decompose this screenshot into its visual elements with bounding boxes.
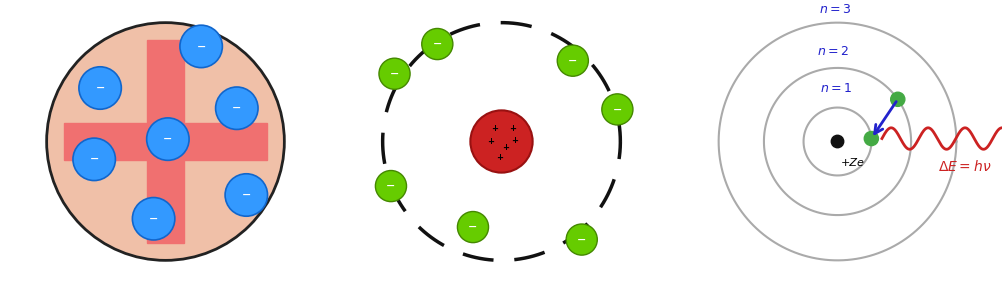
Text: −: − (432, 39, 442, 49)
Ellipse shape (224, 174, 268, 216)
Ellipse shape (46, 23, 285, 260)
Ellipse shape (565, 224, 597, 255)
Text: +Ze: +Ze (841, 158, 864, 168)
Text: −: − (241, 190, 250, 200)
Ellipse shape (601, 94, 632, 125)
Text: +: + (486, 137, 493, 146)
Text: $\Delta E = h\nu$: $\Delta E = h\nu$ (937, 159, 991, 174)
Bar (63, 123, 268, 160)
Ellipse shape (421, 29, 453, 60)
Bar (147, 40, 183, 243)
Text: −: − (89, 154, 99, 164)
Ellipse shape (73, 138, 115, 181)
Ellipse shape (864, 132, 878, 146)
Text: $n = 1$: $n = 1$ (820, 82, 852, 95)
Ellipse shape (890, 92, 904, 106)
Text: +: + (511, 136, 518, 145)
Text: −: − (196, 41, 205, 52)
Text: −: − (576, 235, 586, 245)
Ellipse shape (379, 58, 410, 89)
Text: −: − (567, 56, 577, 66)
Text: −: − (163, 134, 172, 144)
Text: $n = 3$: $n = 3$ (818, 3, 850, 16)
Ellipse shape (457, 211, 488, 243)
Ellipse shape (831, 135, 843, 148)
Text: $n = 2$: $n = 2$ (817, 45, 849, 58)
Ellipse shape (132, 198, 174, 240)
Ellipse shape (375, 170, 406, 201)
Text: −: − (390, 69, 399, 79)
Text: −: − (386, 181, 395, 191)
Ellipse shape (79, 67, 121, 109)
Text: −: − (95, 83, 104, 93)
Text: +: + (502, 143, 509, 152)
Text: +: + (490, 124, 497, 133)
Text: −: − (612, 104, 621, 114)
Text: −: − (468, 222, 477, 232)
Text: −: − (231, 103, 241, 113)
Ellipse shape (215, 87, 258, 129)
Text: +: + (496, 153, 503, 162)
Ellipse shape (470, 110, 532, 173)
Text: +: + (509, 124, 516, 133)
Text: −: − (148, 214, 158, 224)
Ellipse shape (557, 45, 588, 76)
Ellipse shape (179, 25, 222, 68)
Ellipse shape (146, 118, 189, 160)
